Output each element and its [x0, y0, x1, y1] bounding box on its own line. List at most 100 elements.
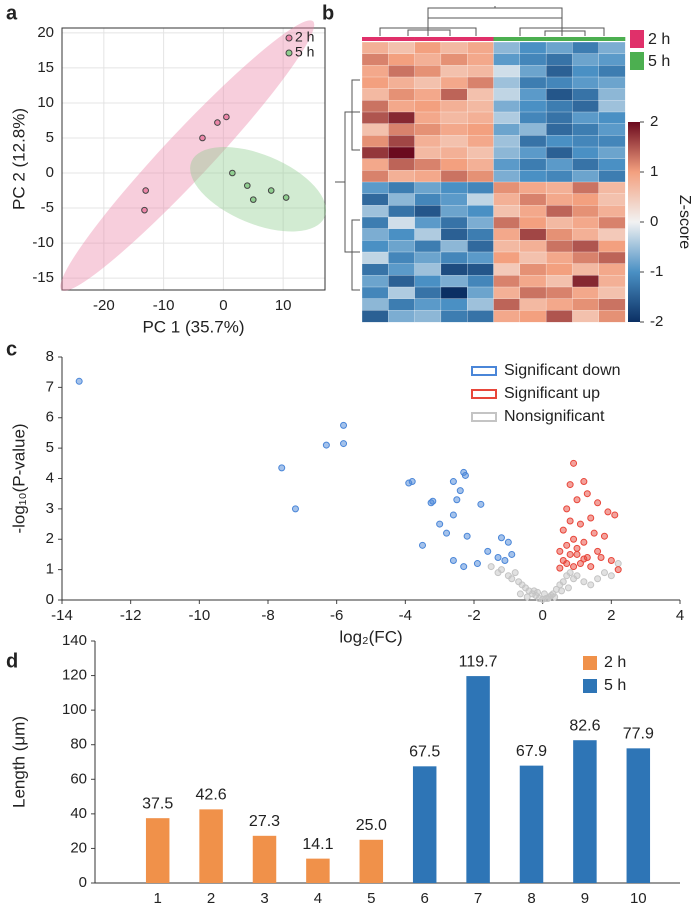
colorbar-tick-label: -2	[650, 313, 663, 330]
value-label: 82.6	[569, 717, 600, 734]
heatmap-cell	[545, 53, 573, 66]
heatmap-cell	[598, 158, 626, 171]
data-point	[282, 194, 290, 201]
y-tick-label: 120	[62, 667, 87, 684]
heatmap-cell	[519, 310, 547, 323]
heatmap-cell	[388, 205, 416, 218]
x-tick-label: -4	[399, 607, 412, 624]
heatmap-cell	[545, 76, 573, 90]
x-tick-label: 5	[367, 890, 375, 907]
heatmap-cell	[572, 263, 600, 276]
heatmap-cell	[440, 298, 468, 311]
x-tick-label: 4	[676, 607, 684, 624]
heatmap-cell	[519, 286, 547, 300]
x-tick-label: -14	[51, 607, 73, 624]
heatmap-cell	[519, 181, 547, 195]
heatmap-cell	[545, 251, 573, 265]
data-point	[427, 499, 435, 507]
heatmap-cell	[440, 135, 468, 148]
heatmap-cell	[414, 286, 442, 300]
heatmap-cell	[545, 88, 573, 101]
data-point	[436, 520, 444, 528]
y-tick-label: 8	[46, 348, 54, 365]
heatmap-cell	[519, 240, 547, 253]
heatmap-cell	[545, 100, 573, 113]
data-point	[580, 478, 588, 486]
heatmap-cell	[361, 205, 389, 218]
heatmap-cell	[598, 298, 626, 311]
legend-marker	[285, 49, 293, 57]
value-label: 27.3	[249, 813, 280, 830]
heatmap-cell	[572, 123, 600, 136]
data-point	[573, 544, 581, 552]
heatmap-cell	[388, 53, 416, 66]
heatmap-cell	[440, 88, 468, 101]
legend-swatch	[471, 389, 497, 399]
heatmap-cell	[493, 251, 521, 265]
heatmap-cell	[493, 88, 521, 101]
legend-swatch	[583, 679, 597, 693]
heatmap-cell	[467, 286, 494, 300]
heatmap-cell	[414, 76, 442, 90]
data-point	[199, 134, 206, 142]
heatmap-cell	[493, 193, 521, 206]
data-point	[443, 529, 451, 537]
heatmap-cell	[467, 158, 494, 171]
data-point	[614, 560, 622, 568]
legend-label: 2 h	[648, 31, 670, 48]
data-point	[594, 547, 602, 555]
heatmap-cell	[545, 146, 573, 160]
y-tick-label: 5	[46, 129, 54, 146]
data-point	[463, 532, 471, 540]
heatmap-cell	[361, 181, 389, 195]
heatmap-cell	[467, 193, 494, 206]
heatmap-cell	[414, 216, 442, 230]
x-tick-label: 10	[630, 890, 647, 907]
heatmap-cell	[545, 170, 573, 183]
heatmap-cell	[598, 123, 626, 136]
heatmap-cell	[572, 111, 600, 125]
heatmap-cell	[545, 263, 573, 276]
heatmap-cell	[467, 88, 494, 101]
y-tick-label: 3	[46, 500, 54, 517]
heatmap-cell	[598, 263, 626, 276]
heatmap-cell	[545, 181, 573, 195]
heatmap-cell	[572, 310, 600, 323]
legend-marker	[285, 34, 293, 42]
heatmap-cell	[361, 310, 389, 323]
data-point	[559, 526, 567, 534]
data-point	[214, 119, 221, 126]
data-point	[484, 547, 492, 555]
legend-swatch	[583, 656, 597, 670]
heatmap-cell	[467, 135, 494, 148]
data-point	[477, 500, 485, 508]
heatmap-cell	[545, 205, 573, 218]
heatmap-cell	[598, 286, 626, 300]
panel-letter: a	[6, 2, 18, 24]
heatmap-cell	[545, 228, 573, 241]
heatmap-cell	[545, 216, 573, 230]
heatmap-cell	[598, 181, 626, 195]
heatmap-cell	[361, 216, 389, 230]
group-bar	[598, 37, 626, 41]
data-point	[249, 196, 257, 203]
data-point	[583, 490, 591, 498]
heatmap-cell	[414, 146, 442, 160]
y-tick-label: 60	[70, 770, 87, 787]
heatmap-cell	[572, 193, 600, 206]
colorbar-tick-label: 1	[650, 163, 658, 180]
data-point	[611, 511, 619, 519]
heatmap-cell	[545, 310, 573, 323]
y-tick-label: 2	[46, 530, 54, 547]
colorbar	[628, 122, 640, 322]
heatmap-cell	[572, 158, 600, 171]
colorbar-tick-label: 0	[650, 213, 658, 230]
y-tick-label: 6	[46, 409, 54, 426]
heatmap-cell	[414, 181, 442, 195]
data-point	[563, 505, 571, 513]
heatmap-cell	[361, 193, 389, 206]
data-point	[460, 563, 468, 571]
heatmap-cell	[572, 135, 600, 148]
heatmap-cell	[440, 41, 468, 55]
heatmap-cell	[598, 135, 626, 148]
